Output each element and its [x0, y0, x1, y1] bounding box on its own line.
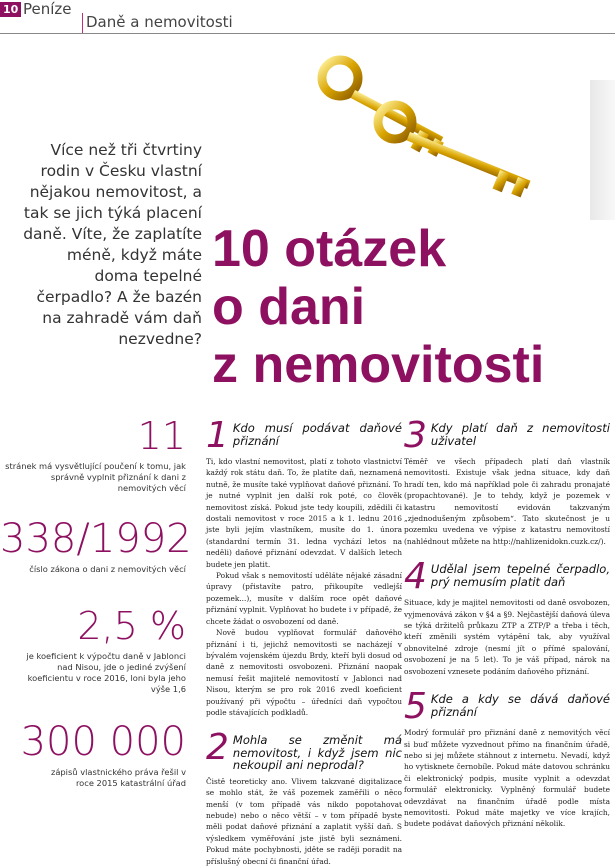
- question-number: 2: [206, 727, 229, 769]
- stats-sidebar: 11 stránek má vysvětlující poučení k tomu…: [0, 415, 192, 813]
- stat-text: je koeficient k výpočtu daně v Jablonci …: [26, 651, 186, 694]
- question-title: Kdy platí daň z nemovitosti uživatel: [430, 421, 610, 448]
- stat-item: 2,5 % je koeficient k výpočtu daně v Jabl…: [0, 605, 186, 695]
- title-line: o dani: [212, 278, 366, 336]
- stat-text: číslo zákona o dani z nemovitých věcí: [29, 564, 186, 574]
- title-line: z nemovitosti: [212, 336, 545, 394]
- paragraph: Nově budou vyplňovat formulář daňového p…: [206, 628, 402, 717]
- stat-item: 338/1992 číslo zákona o dani z nemovitých…: [0, 516, 192, 575]
- question-title: Kdo musí podávat daňové přiznání: [232, 421, 402, 448]
- question-heading: 3 Kdy platí daň z nemovitosti uživatel: [404, 415, 610, 456]
- stat-value: 338/1992: [0, 516, 192, 562]
- golden-keys-image: [317, 55, 531, 198]
- paragraph: Pokud však s nemovitostí uděláte nějaké …: [206, 571, 402, 626]
- stat-item: 11 stránek má vysvětlující poučení k tomu…: [0, 415, 186, 494]
- stat-value: 2,5 %: [77, 604, 186, 648]
- paper-image: [590, 80, 615, 220]
- paragraph: Čistě teoreticky ano. Vlivem takzvané di…: [206, 776, 402, 866]
- section-name: Peníze: [23, 0, 72, 18]
- paragraph: Modrý formulář pro přiznání daně z nemov…: [404, 728, 610, 829]
- page-header: 10 Peníze Daně a nemovitosti: [0, 0, 615, 34]
- question-number: 5: [404, 686, 427, 728]
- stat-item: 300 000 zápisů vlastnického práva řešil v…: [0, 721, 186, 789]
- question-heading: 2 Mohla se změnit má nemovitost, i když j…: [206, 727, 402, 773]
- intro-text: Více než tři čtvrtiny rodin v Česku vlas…: [23, 141, 202, 348]
- subsection-name: Daně a nemovitosti: [82, 13, 233, 33]
- article-title: 10 otázek o dani z nemovitosti: [212, 220, 544, 394]
- stat-text: stránek má vysvětlující poučení k tomu, …: [5, 461, 186, 493]
- question-heading: 1 Kdo musí podávat daňové přiznání: [206, 415, 402, 456]
- question-title: Mohla se změnit má nemovitost, i když js…: [232, 733, 402, 773]
- stat-value: 11: [137, 414, 186, 458]
- question-title: Udělal jsem tepelné čerpadlo, prý nemusí…: [430, 562, 610, 589]
- title-line: 10 otázek: [212, 220, 447, 278]
- stat-text: zápisů vlastnického práva řešil v roce 2…: [50, 767, 186, 788]
- paragraph: Téměř ve všech případech platí daň vlast…: [404, 457, 610, 546]
- question-heading: 4 Udělal jsem tepelné čerpadlo, prý nemus…: [404, 556, 610, 598]
- question-number: 3: [404, 415, 427, 456]
- stat-value: 300 000: [20, 719, 186, 765]
- column-1: 1 Kdo musí podávat daňové přiznání Ti, kd…: [206, 418, 402, 867]
- question-number: 4: [404, 556, 427, 598]
- paragraph: Situace, kdy je majitel nemovitosti od d…: [404, 598, 610, 676]
- paragraph: Ti, kdo vlastní nemovitost, platí z toho…: [206, 457, 402, 569]
- question-number: 1: [206, 415, 229, 456]
- question-heading: 5 Kde a kdy se dává daňové přiznání: [404, 686, 610, 728]
- question-title: Kde a kdy se dává daňové přiznání: [430, 692, 610, 719]
- column-2: 3 Kdy platí daň z nemovitosti uživatel Té…: [404, 418, 610, 830]
- key-icon: [373, 100, 531, 198]
- page-number: 10: [0, 2, 22, 17]
